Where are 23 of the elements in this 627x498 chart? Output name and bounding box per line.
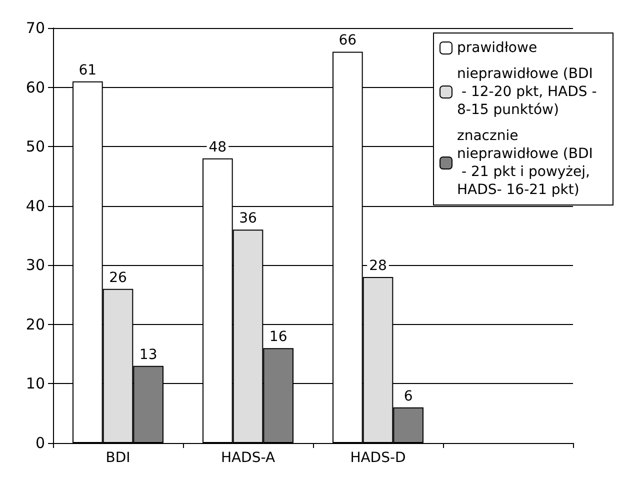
data-label: 48 (208, 139, 227, 156)
y-tick-label: 70 (26, 19, 45, 37)
y-tick-label: 20 (26, 315, 45, 334)
data-label: 26 (109, 270, 127, 286)
data-label: 28 (369, 258, 387, 274)
y-tick-label: 30 (26, 256, 45, 274)
data-label: 61 (78, 62, 97, 78)
x-tick-label: HADS-D (350, 450, 406, 466)
data-label: 13 (139, 346, 158, 363)
x-tick-label: BDI (106, 450, 130, 466)
x-tick-label: HADS-A (220, 450, 276, 466)
y-tick-label: 40 (26, 196, 45, 215)
y-tick-label: 10 (26, 374, 45, 393)
data-label: 66 (338, 32, 357, 49)
legend-label: nieprawidłowe (BDI - 12-20 pkt, HADS - 8-15 punktów) (457, 66, 602, 118)
y-tick-label: 0 (35, 434, 45, 452)
data-label: 36 (239, 210, 257, 227)
data-label: 6 (404, 388, 413, 404)
y-tick-label: 60 (26, 78, 45, 96)
y-tick-label: 50 (26, 138, 45, 156)
data-label: 16 (269, 329, 288, 346)
legend-label: prawidłowe (457, 40, 538, 56)
legend-label: znacznie nieprawidłowe (BDI - 21 pkt i powyżej, HADS- 16-21 pkt) (457, 128, 594, 198)
